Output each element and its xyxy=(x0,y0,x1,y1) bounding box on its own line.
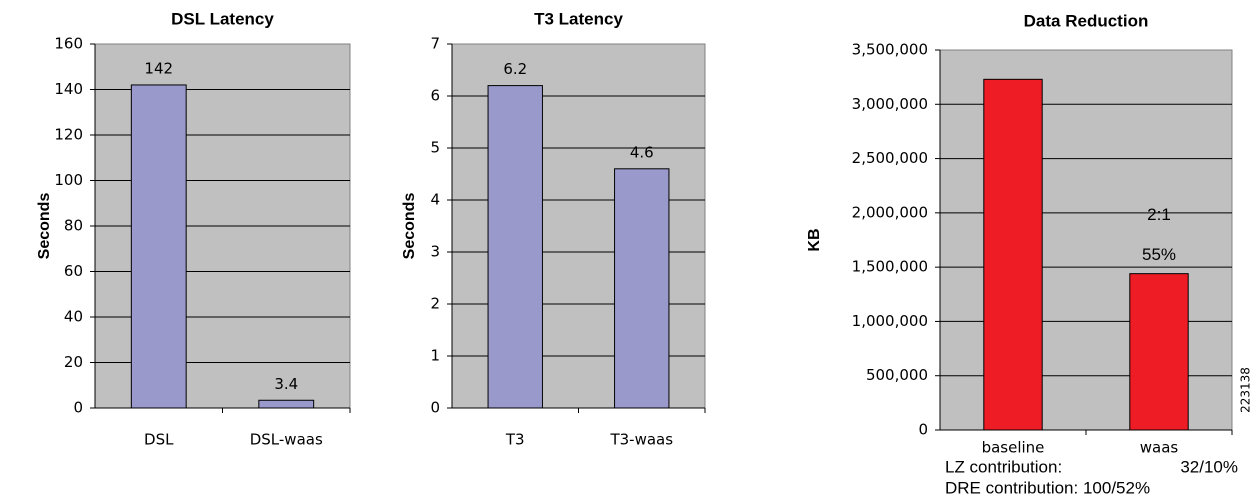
note-label: DRE contribution: 100/52% xyxy=(945,478,1150,497)
bar xyxy=(1129,273,1189,431)
y-axis-label: Seconds xyxy=(36,193,53,260)
y-tick-label: 7 xyxy=(430,35,440,53)
x-tick-label: T3 xyxy=(505,431,525,449)
data-label: 3.4 xyxy=(274,375,298,393)
y-axis-label: Seconds xyxy=(401,193,418,260)
y-tick-label: 6 xyxy=(430,87,440,105)
x-tick-label: baseline xyxy=(982,439,1045,457)
bar xyxy=(258,399,315,409)
note-label: LZ contribution: xyxy=(945,457,1062,476)
y-tick-label: 2,500,000 xyxy=(852,149,928,167)
chart-title: Data Reduction xyxy=(1024,11,1149,30)
bar xyxy=(130,84,187,409)
x-tick-label: T3-waas xyxy=(609,431,673,449)
y-tick-label: 120 xyxy=(54,126,83,144)
y-tick-label: 0 xyxy=(73,399,83,417)
y-tick-label: 100 xyxy=(54,171,83,189)
side-label: 223138 xyxy=(1239,367,1253,413)
y-tick-label: 40 xyxy=(64,308,83,326)
y-tick-label: 160 xyxy=(54,35,83,53)
data-label: 6.2 xyxy=(503,60,527,78)
y-tick-label: 140 xyxy=(54,80,83,98)
x-tick-label: DSL xyxy=(144,431,174,449)
chart-title: DSL Latency xyxy=(171,9,274,28)
y-tick-label: 60 xyxy=(64,262,83,280)
data-label: 4.6 xyxy=(630,143,654,161)
y-tick-label: 3 xyxy=(430,243,440,261)
bar xyxy=(983,78,1043,431)
y-tick-label: 2,000,000 xyxy=(852,203,928,221)
y-axis-label: KB xyxy=(806,228,823,251)
y-tick-label: 1 xyxy=(430,347,440,365)
y-tick-label: 3,500,000 xyxy=(852,41,928,59)
x-tick-label: waas xyxy=(1140,439,1179,457)
y-tick-label: 80 xyxy=(64,217,83,235)
y-tick-label: 20 xyxy=(64,353,83,371)
y-tick-label: 2 xyxy=(430,295,440,313)
y-tick-label: 4 xyxy=(430,191,440,209)
x-tick-label: DSL-waas xyxy=(250,431,323,449)
y-tick-label: 500,000 xyxy=(866,366,928,384)
bar xyxy=(487,85,543,409)
annotation: 2:1 xyxy=(1147,205,1171,224)
bar xyxy=(614,168,670,409)
y-tick-label: 1,000,000 xyxy=(852,312,928,330)
y-tick-label: 0 xyxy=(918,421,928,439)
annotation: 55% xyxy=(1142,245,1176,264)
y-tick-label: 5 xyxy=(430,139,440,157)
note-value: 32/10% xyxy=(1180,457,1238,476)
y-tick-label: 1,500,000 xyxy=(852,258,928,276)
y-tick-label: 0 xyxy=(430,399,440,417)
chart-title: T3 Latency xyxy=(534,9,623,28)
data-label: 142 xyxy=(144,59,173,77)
y-tick-label: 3,000,000 xyxy=(852,95,928,113)
